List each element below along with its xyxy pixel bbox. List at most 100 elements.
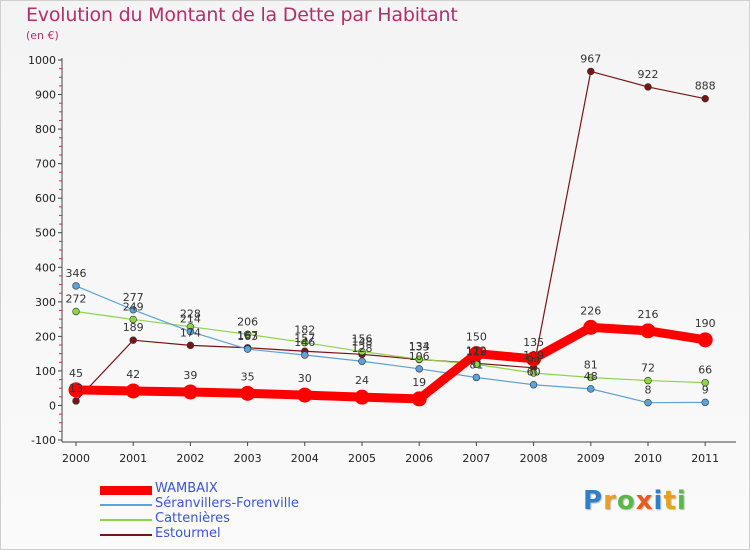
- series-line-0: [71, 322, 710, 404]
- data-point: [129, 336, 137, 344]
- data-label: 9: [702, 383, 709, 396]
- data-label: 35: [241, 370, 255, 383]
- y-tick-label: 100: [35, 365, 56, 378]
- y-tick-label: 600: [35, 192, 56, 205]
- data-label: 214: [180, 313, 201, 326]
- legend-swatch: [100, 519, 152, 521]
- x-tick-label: 2009: [577, 452, 605, 465]
- x-tick-label: 2004: [291, 452, 319, 465]
- data-label: 189: [123, 321, 144, 334]
- data-point: [644, 83, 652, 91]
- legend-label: WAMBAIX: [155, 481, 218, 496]
- data-label: 206: [237, 315, 258, 328]
- data-point: [72, 282, 80, 290]
- data-label: 66: [698, 364, 712, 377]
- y-tick-label: -100: [31, 434, 56, 447]
- data-point: [587, 67, 595, 76]
- brand-logo: Proxiti: [583, 486, 687, 516]
- data-point: [129, 306, 137, 314]
- data-point: [526, 351, 542, 367]
- x-tick-label: 2001: [119, 452, 147, 465]
- brand-letter: i: [676, 486, 687, 516]
- data-label: 249: [123, 300, 144, 313]
- chart-title: Evolution du Montant de la Dette par Hab…: [26, 4, 458, 26]
- y-tick-label: 400: [35, 261, 56, 274]
- data-label: 174: [180, 326, 201, 339]
- data-label: 148: [352, 335, 373, 348]
- x-tick-label: 2002: [176, 452, 204, 465]
- data-label: 81: [469, 358, 483, 371]
- data-label: 163: [237, 330, 258, 343]
- data-point: [186, 327, 195, 336]
- data-point: [583, 319, 599, 335]
- data-point: [243, 345, 252, 353]
- data-label: 150: [466, 331, 487, 344]
- data-label: 133: [409, 341, 430, 354]
- data-point: [415, 365, 423, 373]
- data-point: [243, 330, 252, 338]
- data-label: 272: [66, 292, 87, 305]
- data-label: 48: [584, 370, 598, 383]
- data-label: 39: [183, 369, 197, 382]
- data-point: [354, 389, 370, 405]
- data-label: 19: [412, 376, 426, 389]
- legend-label: Séranvillers-Forenville: [155, 496, 299, 511]
- x-tick-label: 2000: [62, 452, 90, 465]
- data-point: [182, 384, 198, 400]
- data-label: 24: [355, 374, 369, 387]
- data-label: 134: [409, 340, 430, 353]
- data-point: [358, 357, 366, 365]
- chart-unit-label: (en €): [26, 29, 59, 42]
- data-point: [701, 398, 709, 407]
- brand-letter: i: [653, 486, 664, 516]
- data-label: 157: [294, 332, 315, 345]
- data-label: 277: [123, 291, 144, 304]
- data-point: [468, 346, 484, 362]
- y-tick-label: 1000: [28, 54, 56, 67]
- data-point: [125, 383, 141, 399]
- data-point: [72, 307, 80, 316]
- y-tick-label: 800: [35, 123, 56, 136]
- x-tick-label: 2007: [462, 452, 490, 465]
- series-line-1: [75, 285, 706, 404]
- data-label: 190: [695, 317, 716, 330]
- brand-letter: x: [635, 486, 654, 516]
- data-label: 106: [409, 350, 430, 363]
- data-point: [301, 338, 309, 347]
- y-tick-label: 900: [35, 89, 56, 102]
- data-label: 109: [523, 349, 544, 362]
- data-label: 72: [641, 362, 655, 375]
- data-label: 182: [294, 324, 315, 337]
- y-tick-label: 0: [49, 399, 56, 412]
- brand-letter: o: [616, 486, 636, 516]
- data-label: 226: [580, 304, 601, 317]
- legend-label: Estourmel: [155, 526, 221, 541]
- data-label: 94: [527, 354, 541, 367]
- x-tick-label: 2008: [520, 452, 548, 465]
- legend-swatch: [100, 534, 152, 536]
- data-point: [301, 351, 309, 359]
- legend-swatch: [100, 504, 152, 506]
- x-tick-label: 2011: [691, 452, 719, 465]
- data-label: 128: [352, 342, 373, 355]
- data-point: [72, 397, 80, 405]
- data-label: 967: [580, 52, 601, 65]
- data-point: [587, 373, 595, 382]
- data-label: 42: [126, 368, 140, 381]
- data-point: [587, 385, 595, 393]
- data-label: 81: [584, 358, 598, 371]
- y-tick-label: 300: [35, 296, 56, 309]
- data-point: [240, 385, 256, 401]
- brand-letter: r: [603, 486, 617, 516]
- data-point: [297, 387, 313, 403]
- data-label: 13: [69, 382, 83, 395]
- series-line-3: [75, 70, 706, 402]
- brand-letter: t: [663, 486, 677, 516]
- x-tick-label: 2003: [234, 452, 262, 465]
- series-line-2: [75, 310, 706, 384]
- x-tick-label: 2010: [634, 452, 662, 465]
- data-label: 156: [352, 333, 373, 346]
- data-label: 167: [237, 329, 258, 342]
